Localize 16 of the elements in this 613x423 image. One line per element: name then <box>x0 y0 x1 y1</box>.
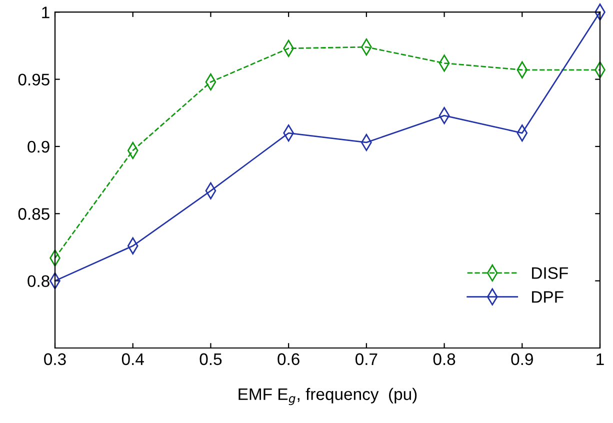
x-tick-label: 0.5 <box>200 353 222 366</box>
x-tick-label: 0.3 <box>44 353 66 366</box>
y-tick-label: 0.9 <box>28 140 50 153</box>
y-tick-label: 1 <box>42 6 50 18</box>
y-tick-label: 0.95 <box>18 74 50 86</box>
x-axis-title: EMF E$_{g}$, frequency (pu) <box>238 388 417 406</box>
legend-label: DISF <box>532 267 568 279</box>
x-tick-label: 0.8 <box>433 353 456 366</box>
x-tick-label: 0.9 <box>511 353 533 366</box>
x-tick-label: 0.7 <box>355 353 378 366</box>
legend-label: DPF <box>532 291 564 303</box>
y-tick-label: 0.8 <box>28 275 50 288</box>
y-tick-label: 0.85 <box>18 208 50 220</box>
x-tick-label: 1 <box>596 353 604 365</box>
x-tick-label: 0.6 <box>278 353 300 366</box>
x-tick-label: 0.4 <box>122 353 144 366</box>
